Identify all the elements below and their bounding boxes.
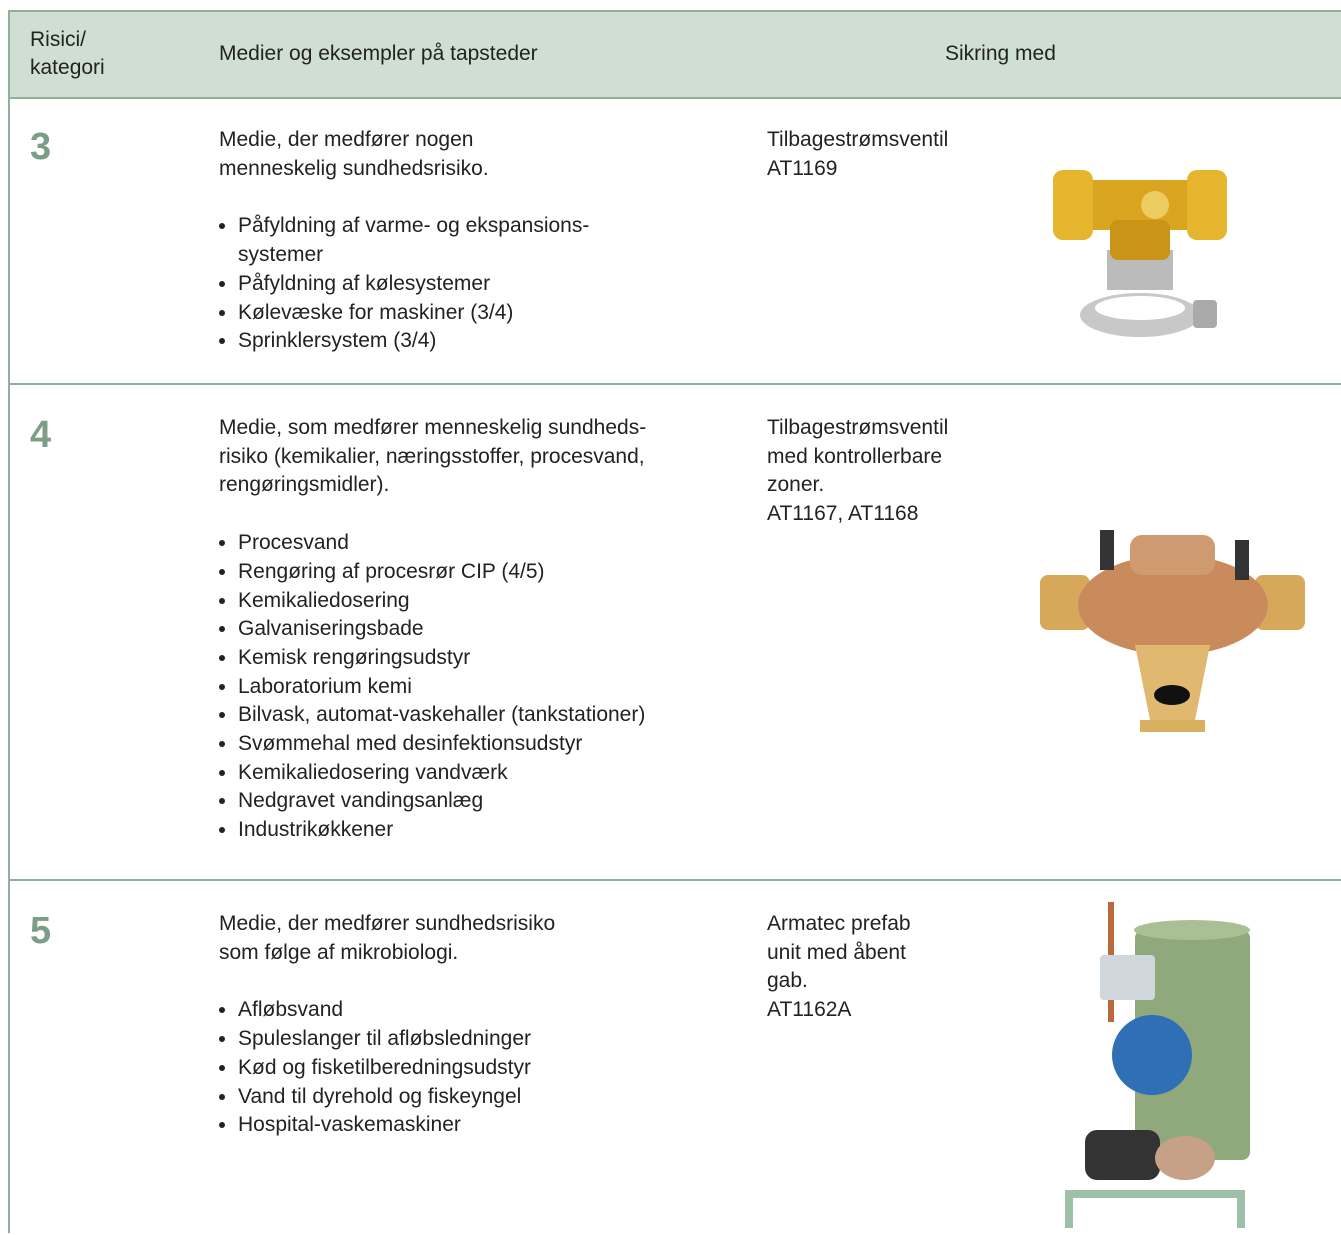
text-line: Sprinklersystem (3/4): [238, 329, 437, 353]
text-line: Industrikøkkener: [238, 818, 394, 842]
text-line: Svømmehal med desinfektionsudstyr: [238, 732, 583, 756]
example-list: Afløbsvand Spuleslanger til afløbsledning…: [219, 996, 739, 1140]
text-line: menneskelig sundhedsrisiko.: [219, 156, 489, 180]
example-item: Hospital-vaskemaskiner: [238, 1111, 739, 1140]
category-number: 5: [30, 910, 52, 952]
text-line: risiko (kemikalier, næringsstoffer, proc…: [219, 444, 645, 468]
text-line: som følge af mikrobiologi.: [219, 940, 459, 964]
example-item: Svømmehal med desinfektionsudstyr: [238, 730, 739, 759]
text-line: systemer: [238, 243, 324, 267]
backflow-preventer-image: [1040, 530, 1305, 732]
example-list: Påfyldning af varme- og ekspansions-syst…: [219, 212, 739, 356]
example-item: Laboratorium kemi: [238, 673, 739, 702]
text-line: Tilbagestrømsventil: [767, 128, 949, 151]
text-line: Spuleslanger til afløbsledninger: [238, 1027, 532, 1051]
example-list: Procesvand Rengøring af procesrør CIP (4/…: [219, 529, 739, 845]
text-line: med kontrollerbare: [767, 444, 943, 468]
text-line: Kød og fisketilberedningsudstyr: [238, 1055, 531, 1079]
example-item: Afløbsvand: [238, 996, 739, 1025]
category-number: 4: [30, 414, 52, 456]
example-item: Kølevæske for maskiner (3/4): [238, 299, 739, 328]
text-line: unit med åbent: [767, 940, 906, 964]
text-line: Hospital-vaskemaskiner: [238, 1113, 461, 1137]
text-line: Nedgravet vandingsanlæg: [238, 789, 484, 813]
example-item: Kemikaliedosering vandværk: [238, 759, 739, 788]
valve-image: [1053, 170, 1227, 337]
text-line: Afløbsvand: [238, 998, 344, 1022]
text-line: Medie, som medfører menneskelig sundheds…: [219, 416, 647, 439]
description: Medie, som medfører menneskelig sundheds…: [219, 414, 739, 845]
header-media: Medier og eksempler på tapsteder: [219, 42, 538, 65]
row-divider: [8, 383, 1341, 385]
product: Armatec prefab unit med åbent gab. AT1162A: [767, 910, 911, 1025]
text-line: AT1167, AT1168: [767, 502, 919, 526]
table-border: [8, 10, 10, 1233]
text-line: Kølevæske for maskiner (3/4): [238, 300, 514, 324]
text-line: Laboratorium kemi: [238, 674, 412, 698]
example-item: Bilvask, automat-vaskehaller (tankstatio…: [238, 701, 739, 730]
text-line: AT1162A: [767, 998, 852, 1022]
text-line: AT1169: [767, 156, 838, 180]
category-number: 3: [30, 126, 52, 168]
row-divider: [8, 879, 1341, 881]
example-item: Industrikøkkener: [238, 816, 739, 845]
text-line: Kemikaliedosering: [238, 588, 410, 612]
text-line: Vand til dyrehold og fiskeyngel: [238, 1084, 522, 1108]
example-item: Procesvand: [238, 529, 739, 558]
text-line: zoner.: [767, 473, 825, 497]
prefab-unit-image: [1065, 902, 1250, 1228]
header-text: Risici/: [30, 28, 86, 51]
example-item: Påfyldning af varme- og ekspansions-syst…: [238, 212, 739, 269]
example-item: Kemikaliedosering: [238, 587, 739, 616]
example-item: Vand til dyrehold og fiskeyngel: [238, 1083, 739, 1112]
text-line: Påfyldning af varme- og ekspansions-: [238, 214, 590, 238]
text-line: Tilbagestrømsventil: [767, 416, 949, 439]
example-item: Kød og fisketilberedningsudstyr: [238, 1054, 739, 1083]
text-line: Påfyldning af kølesystemer: [238, 271, 491, 295]
text-line: Galvaniseringsbade: [238, 617, 424, 641]
example-item: Påfyldning af kølesystemer: [238, 270, 739, 299]
example-item: Kemisk rengøringsudstyr: [238, 644, 739, 673]
description: Medie, der medfører nogen menneskelig sun…: [219, 126, 739, 356]
text-line: rengøringsmidler).: [219, 473, 390, 497]
header-text: kategori: [30, 56, 105, 79]
text-line: Medie, der medfører sundhedsrisiko: [219, 912, 556, 935]
table-header: [8, 10, 1341, 99]
text-line: Kemikaliedosering vandværk: [238, 760, 508, 784]
text-line: Medie, der medfører nogen: [219, 128, 474, 151]
text-line: gab.: [767, 969, 808, 993]
example-item: Sprinklersystem (3/4): [238, 327, 739, 356]
text-line: Armatec prefab: [767, 912, 911, 935]
example-item: Galvaniseringsbade: [238, 615, 739, 644]
example-item: Spuleslanger til afløbsledninger: [238, 1025, 739, 1054]
text-line: Procesvand: [238, 531, 349, 555]
product: Tilbagestrømsventil AT1169: [767, 126, 948, 183]
description: Medie, der medfører sundhedsrisiko som fø…: [219, 910, 739, 1140]
example-item: Rengøring af procesrør CIP (4/5): [238, 558, 739, 587]
example-item: Nedgravet vandingsanlæg: [238, 787, 739, 816]
text-line: Bilvask, automat-vaskehaller (tankstatio…: [238, 703, 646, 727]
product: Tilbagestrømsventil med kontrollerbare zon…: [767, 414, 948, 529]
text-line: Kemisk rengøringsudstyr: [238, 645, 471, 669]
header-category: Risici/kategori: [30, 26, 105, 82]
text-line: Rengøring af procesrør CIP (4/5): [238, 559, 545, 583]
header-protection: Sikring med: [945, 42, 1056, 65]
